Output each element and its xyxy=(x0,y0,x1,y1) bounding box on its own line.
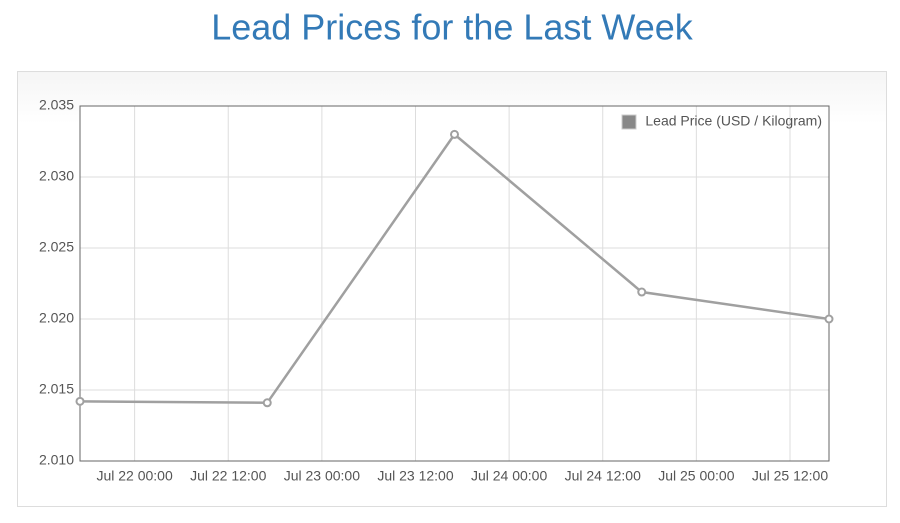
plot-border xyxy=(79,105,830,462)
x-tick-label: Jul 22 00:00 xyxy=(96,468,172,484)
x-tick-label: Jul 23 00:00 xyxy=(284,468,360,484)
plot-area xyxy=(80,106,829,461)
y-tick-label: 2.015 xyxy=(39,381,74,397)
x-tick-label: Jul 22 12:00 xyxy=(190,468,266,484)
y-tick-label: 2.030 xyxy=(39,168,74,184)
y-tick-label: 2.035 xyxy=(39,97,74,113)
point xyxy=(262,398,272,408)
point xyxy=(824,314,834,324)
x-tick-label: Jul 23 12:00 xyxy=(377,468,453,484)
legend-label: Lead Price (USD / Kilogram) xyxy=(645,113,822,129)
chart-title: Lead Prices for the Last Week xyxy=(211,7,694,48)
y-tick-label: 2.020 xyxy=(39,310,74,326)
point xyxy=(637,287,647,297)
y-tick-label: 2.010 xyxy=(39,452,74,468)
x-tick-label: Jul 25 00:00 xyxy=(658,468,734,484)
point xyxy=(75,396,85,406)
x-tick-label: Jul 24 12:00 xyxy=(565,468,641,484)
x-tick-label: Jul 24 00:00 xyxy=(471,468,547,484)
y-tick-label: 2.025 xyxy=(39,239,74,255)
point xyxy=(450,129,459,139)
legend-swatch xyxy=(621,114,637,130)
x-tick-label: Jul 25 12:00 xyxy=(752,468,828,484)
